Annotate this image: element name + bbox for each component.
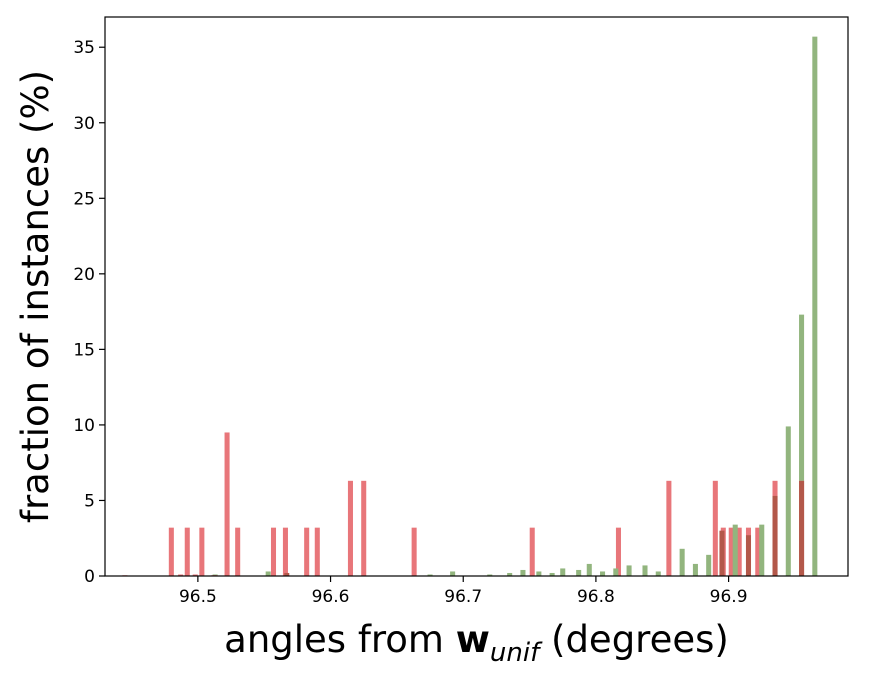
bar-series-1: [282, 527, 288, 576]
bar-series-1: [199, 527, 205, 576]
bar-series-2: [487, 574, 493, 576]
x-axis-title-suffix: (degrees): [539, 618, 729, 661]
bar-series-2: [692, 563, 698, 576]
bar-series-1: [728, 527, 734, 576]
bar-series-2: [679, 548, 685, 576]
bar-series-1: [347, 480, 353, 576]
bar-series-2: [642, 565, 648, 576]
bar-series-1: [529, 527, 535, 576]
bar-series-2: [450, 571, 456, 576]
bar-series-2: [626, 565, 632, 576]
bar-series-1: [755, 527, 761, 576]
x-tick-label: 96.9: [710, 587, 748, 607]
bar-series-1: [314, 527, 320, 576]
bar-series-2: [576, 569, 582, 576]
x-tick-label: 96.7: [444, 587, 482, 607]
y-axis-title: fraction of instances (%): [14, 70, 57, 523]
plot-frame: [104, 16, 849, 577]
bar-series-1: [184, 527, 190, 576]
x-axis-title-prefix: angles from: [224, 618, 456, 661]
bar-series-2: [706, 554, 712, 576]
x-axis-title: angles from wunif (degrees): [224, 618, 729, 668]
bar-series-1: [192, 574, 198, 576]
x-axis-title-subscript: unif: [490, 638, 543, 668]
bar-series-2: [613, 568, 619, 576]
y-tick-label: 30: [73, 114, 95, 134]
bar-series-1: [235, 527, 241, 576]
bar-series-1: [304, 527, 310, 576]
x-tick-label: 96.6: [312, 587, 350, 607]
x-tick-label: 96.8: [577, 587, 615, 607]
bar-series-2: [507, 572, 513, 576]
bar-overlap: [284, 572, 290, 576]
y-tick-label: 20: [73, 265, 95, 285]
bar-overlap: [745, 535, 752, 576]
bar-series-1: [712, 480, 718, 576]
y-tick-label: 10: [73, 416, 95, 436]
bar-series-2: [600, 571, 606, 576]
bar-overlap: [799, 480, 805, 576]
bar-series-1: [270, 527, 277, 576]
bar-series-1: [168, 527, 174, 576]
bar-series-2: [785, 426, 791, 576]
bar-series-2: [799, 314, 805, 481]
bar-series-2: [265, 571, 271, 576]
bar-series-2: [560, 568, 566, 576]
y-tick-label: 0: [84, 567, 95, 587]
bar-overlap: [772, 495, 778, 576]
bar-series-2: [655, 571, 661, 576]
bar-series-1: [666, 480, 672, 576]
x-tick-label: 96.5: [179, 587, 217, 607]
y-tick-label: 35: [73, 38, 95, 58]
y-tick-label: 15: [73, 340, 95, 360]
bar-series-2: [812, 36, 818, 576]
bar-series-2: [586, 563, 592, 576]
bar-series-2: [549, 572, 555, 576]
bar-series-2: [427, 574, 433, 576]
bar-series-2: [536, 571, 542, 576]
bar-series-1: [178, 574, 184, 576]
bar-series-2: [520, 569, 526, 576]
bar-series-2: [212, 574, 218, 576]
bar-series-1: [224, 432, 230, 576]
bar-overlap: [719, 530, 725, 576]
ticks-layer: 0 5 10 15 20 25 30 35 96.5 96.6 96.7 96.8 96.9: [73, 38, 747, 607]
bar-series-1: [615, 527, 621, 576]
y-tick-label: 5: [84, 491, 95, 511]
bar-series-1: [411, 527, 417, 576]
y-tick-label: 25: [73, 189, 95, 209]
bar-series-1: [361, 480, 367, 576]
bar-series-2: [732, 524, 738, 576]
x-axis-title-bold: w: [456, 618, 490, 661]
bar-series-2: [759, 524, 765, 576]
bars-layer: [122, 36, 818, 576]
bar-series-1: [736, 527, 742, 576]
